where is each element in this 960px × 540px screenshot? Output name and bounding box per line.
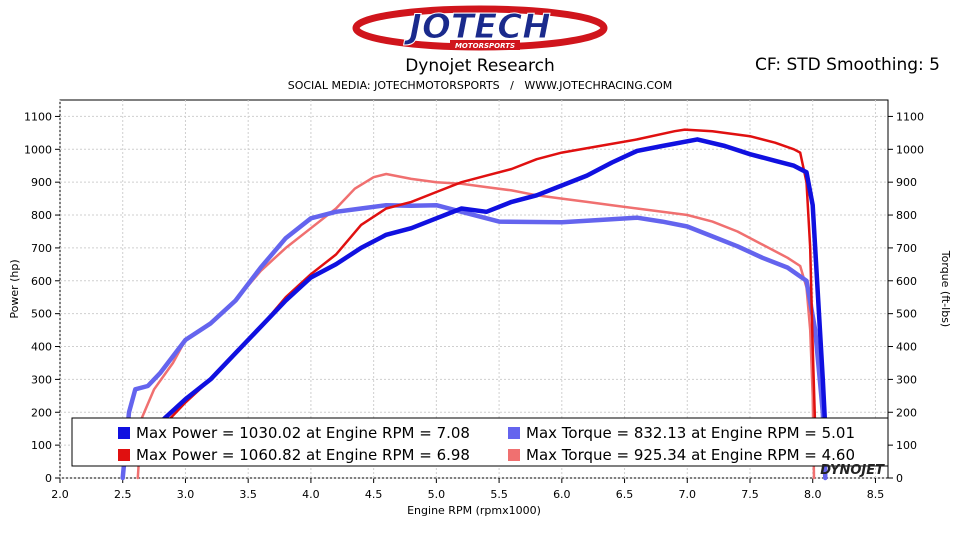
legend-swatch (118, 449, 130, 461)
y2-tick-label: 600 (896, 275, 917, 288)
y-tick-label: 600 (31, 275, 52, 288)
x-tick-label: 3.0 (177, 488, 195, 501)
legend-entry: Max Power = 1060.82 at Engine RPM = 6.98 (136, 446, 470, 464)
legend-swatch (508, 427, 520, 439)
y-tick-label: 500 (31, 308, 52, 321)
chart-title: Dynojet Research (405, 56, 555, 76)
legend-swatch (118, 427, 130, 439)
y2-tick-label: 100 (896, 439, 917, 452)
legend-box (71, 417, 889, 467)
logo-sub-band (450, 40, 520, 50)
x-tick-label: 2.5 (114, 488, 132, 501)
logo-subtext: MOTORSPORTS (455, 42, 515, 50)
x-tick-label: 5.0 (428, 488, 446, 501)
y-tick-label: 1100 (24, 110, 52, 123)
x-tick-label: 8.5 (867, 488, 885, 501)
x-axis-label: Engine RPM (rpmx1000) (407, 504, 541, 517)
x-tick-label: 5.5 (490, 488, 508, 501)
y-tick-label: 1000 (24, 143, 52, 156)
x-tick-label: 6.5 (616, 488, 634, 501)
x-tick-label: 4.5 (365, 488, 383, 501)
y2-tick-label: 0 (896, 472, 903, 485)
y2-tick-label: 900 (896, 176, 917, 189)
correction-factor-label: CF: STD Smoothing: 5 (755, 55, 940, 75)
x-tick-label: 2.0 (51, 488, 69, 501)
y-tick-label: 300 (31, 373, 52, 386)
dynojet-logo: DYNOJET (820, 463, 885, 478)
y-tick-label: 900 (31, 176, 52, 189)
y-axis-label: Power (hp) (8, 259, 21, 318)
x-tick-label: 3.5 (239, 488, 257, 501)
legend-entry: Max Torque = 832.13 at Engine RPM = 5.01 (526, 424, 855, 442)
y-tick-label: 100 (31, 439, 52, 452)
y2-tick-label: 1000 (896, 143, 924, 156)
y2-tick-label: 200 (896, 406, 917, 419)
social-media-line: SOCIAL MEDIA: JOTECHMOTORSPORTS / WWW.JO… (287, 79, 673, 92)
y2-tick-label: 300 (896, 373, 917, 386)
legend-swatch (508, 449, 520, 461)
x-tick-label: 7.5 (741, 488, 759, 501)
y-tick-label: 800 (31, 209, 52, 222)
y2-tick-label: 500 (896, 308, 917, 321)
x-tick-label: 8.0 (804, 488, 822, 501)
y-tick-label: 400 (31, 341, 52, 354)
y2-axis-label: Torque (ft-lbs) (939, 250, 952, 327)
y-tick-label: 0 (45, 472, 52, 485)
y2-tick-label: 1100 (896, 110, 924, 123)
y-tick-label: 700 (31, 242, 52, 255)
legend-entry: Max Power = 1030.02 at Engine RPM = 7.08 (136, 424, 470, 442)
jotech-logo: JOTECH MOTORSPORTS (352, 5, 608, 51)
series-line-power-blue (158, 137, 828, 431)
x-tick-label: 6.0 (553, 488, 571, 501)
y2-tick-label: 400 (896, 341, 917, 354)
x-tick-label: 7.0 (679, 488, 697, 501)
x-tick-label: 4.0 (302, 488, 320, 501)
y2-tick-label: 700 (896, 242, 917, 255)
legend-entry: Max Torque = 925.34 at Engine RPM = 4.60 (526, 446, 855, 464)
series-line-torque-blue (120, 202, 828, 481)
y-tick-label: 200 (31, 406, 52, 419)
y2-tick-label: 800 (896, 209, 917, 222)
